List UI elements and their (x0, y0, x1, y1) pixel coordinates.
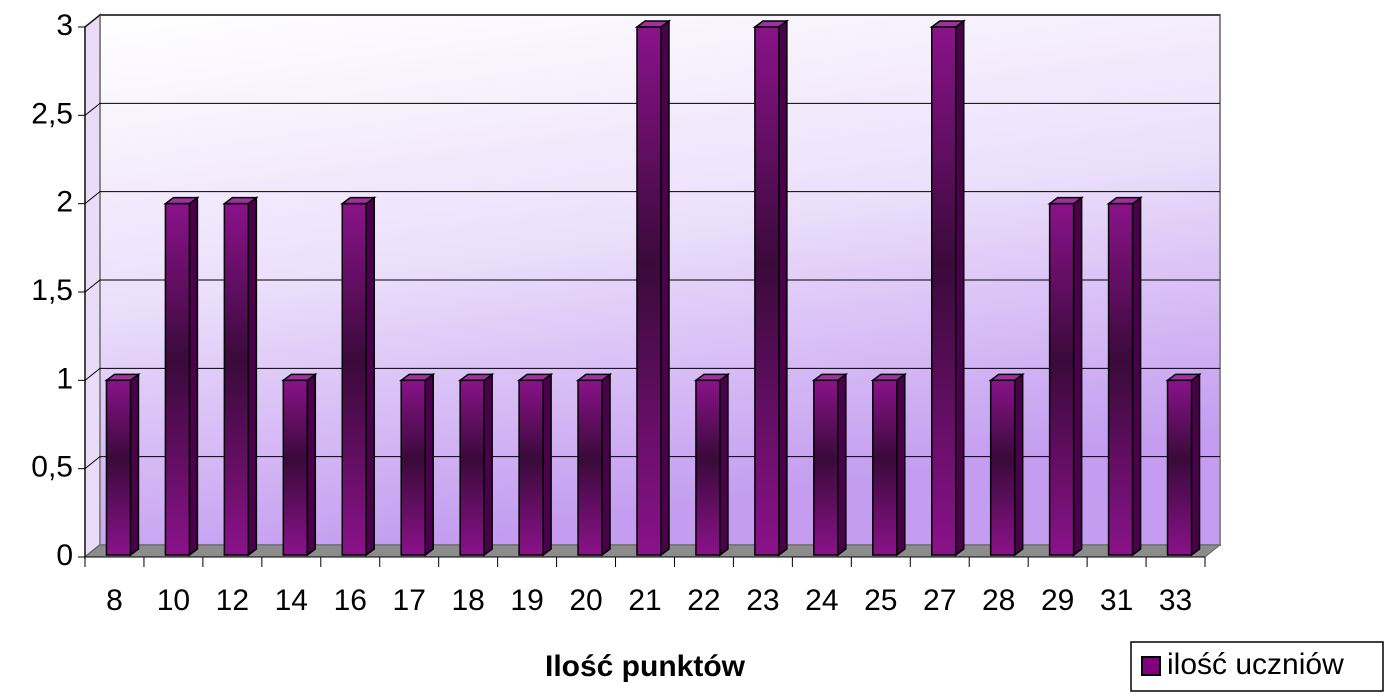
x-tick-label: 31 (1100, 584, 1133, 617)
bar-side (483, 372, 493, 557)
bar-side (247, 196, 258, 557)
legend-swatch (1141, 656, 1161, 676)
grid-line (84, 456, 1220, 470)
x-axis-title: Ilość punktów (545, 650, 746, 683)
bar-side (1190, 372, 1201, 557)
bar (636, 26, 662, 556)
bar (105, 379, 132, 556)
x-tick-label: 8 (106, 584, 123, 617)
bar (872, 379, 898, 556)
x-tick-label: 12 (216, 584, 249, 617)
x-tick-label: 23 (746, 584, 779, 617)
bar-side (1072, 196, 1083, 557)
x-tick-label: 18 (451, 584, 484, 617)
x-tick-label: 25 (864, 584, 897, 617)
x-tick-label: 14 (275, 584, 308, 617)
x-tick-label: 27 (923, 584, 956, 617)
bar-side (1131, 196, 1142, 557)
y-tick-label: 2 (56, 186, 73, 219)
x-tick-label: 29 (1041, 584, 1074, 617)
bar (1107, 202, 1134, 556)
y-tick-label: 0,5 (31, 451, 73, 484)
bar-side (365, 196, 376, 557)
y-tick-label: 1,5 (31, 274, 73, 307)
bar-side (954, 19, 965, 557)
x-tick-label: 20 (569, 584, 602, 617)
x-tick-label: 22 (687, 584, 720, 617)
bar (223, 202, 250, 556)
bar-side (719, 372, 729, 557)
x-tick-label: 10 (157, 584, 190, 617)
y-tick-label: 3 (56, 9, 73, 42)
grid-line (84, 367, 1220, 381)
x-tick-label: 28 (982, 584, 1015, 617)
bar-side (837, 372, 847, 557)
bar (695, 379, 721, 556)
bar-side (306, 372, 317, 557)
bar-side (542, 372, 552, 557)
x-tick-label: 17 (393, 584, 426, 617)
bar-side (896, 372, 906, 557)
grid-line (84, 279, 1220, 293)
legend-label: ilość uczniów (1167, 648, 1344, 681)
y-tick-label: 2,5 (31, 97, 73, 130)
grid-line (84, 14, 1220, 28)
bar-side (424, 372, 434, 557)
bar (577, 379, 603, 556)
bar-side (778, 19, 788, 557)
x-tick-label: 24 (805, 584, 838, 617)
bar-side (660, 19, 670, 557)
bar (518, 379, 544, 556)
x-tick-label: 33 (1159, 584, 1192, 617)
x-tick-label: 16 (334, 584, 367, 617)
grid-line (84, 102, 1220, 116)
bar (282, 379, 309, 556)
bar (1166, 379, 1193, 556)
bar (459, 379, 485, 556)
legend-box (1130, 641, 1384, 692)
bar (930, 26, 957, 556)
bar (989, 379, 1016, 556)
y-tick-label: 1 (56, 362, 73, 395)
bar-side (188, 196, 199, 557)
bar (813, 379, 839, 556)
bar-side (1013, 372, 1024, 557)
grid-line (84, 191, 1220, 205)
bar-side (129, 372, 140, 557)
bar (164, 202, 191, 556)
bar (341, 202, 368, 556)
x-tick-label: 21 (628, 584, 661, 617)
bar (400, 379, 426, 556)
y-tick-label: 0 (56, 539, 73, 572)
bar (1048, 202, 1075, 556)
x-tick-label: 19 (510, 584, 543, 617)
bar-side (601, 372, 611, 557)
bar (754, 26, 780, 556)
